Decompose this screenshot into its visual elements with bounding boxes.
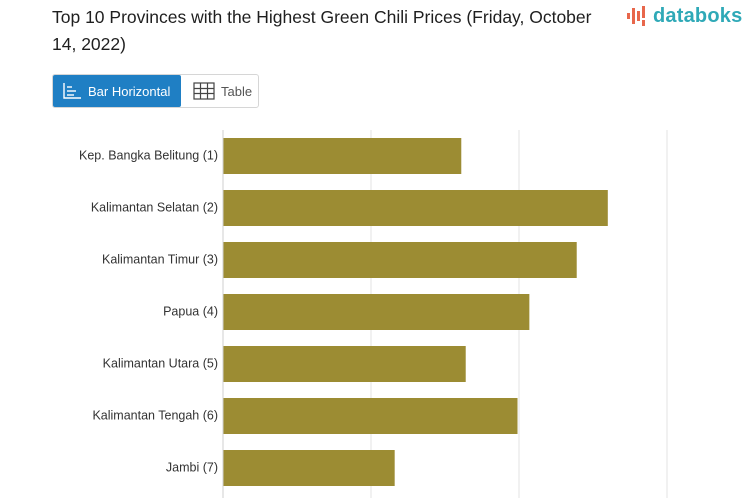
bar-horizontal-button[interactable]: Bar Horizontal (53, 75, 181, 107)
category-label: Kalimantan Timur (3) (102, 252, 218, 266)
bar[interactable] (223, 294, 530, 330)
databoks-bars-icon (627, 6, 645, 26)
category-label: Kalimantan Tengah (6) (92, 408, 218, 422)
table-button[interactable]: Table (181, 75, 258, 107)
databoks-logo[interactable]: databoks (626, 4, 742, 28)
category-label: Kalimantan Selatan (2) (91, 200, 218, 214)
view-toggle: Bar Horizontal Table (52, 74, 259, 108)
bar[interactable] (223, 398, 518, 434)
bar[interactable] (223, 138, 462, 174)
bar-chart-icon (63, 83, 81, 99)
category-label: Kep. Bangka Belitung (1) (79, 148, 218, 162)
category-label: Kalimantan Utara (5) (103, 356, 218, 370)
bar[interactable] (223, 450, 395, 486)
logo-text: databoks (653, 4, 743, 27)
category-label: Papua (4) (163, 304, 218, 318)
category-label: Jambi (7) (166, 460, 218, 474)
bar-horizontal-label: Bar Horizontal (88, 83, 171, 99)
bar[interactable] (223, 242, 577, 278)
bar[interactable] (223, 346, 466, 382)
chart-title: Top 10 Provinces with the Highest Green … (52, 7, 592, 54)
table-grid-icon (193, 82, 215, 100)
table-label: Table (221, 83, 253, 99)
bar[interactable] (223, 190, 608, 226)
